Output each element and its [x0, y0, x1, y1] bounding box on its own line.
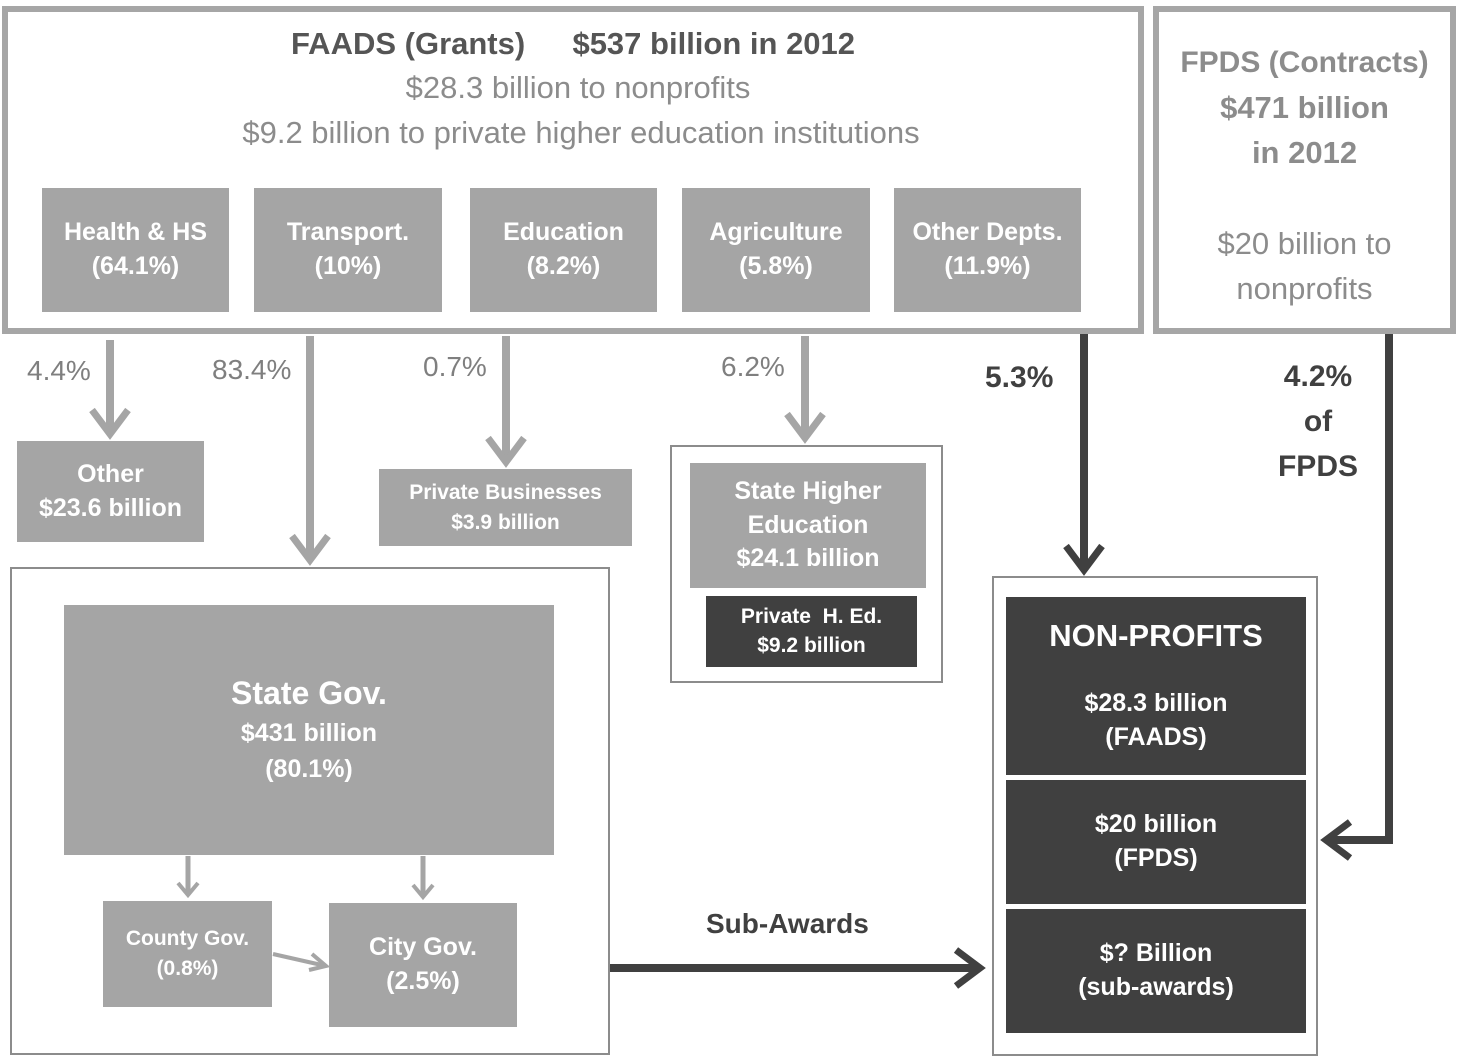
dept-transport-pct: (10%): [314, 252, 382, 280]
city-gov-pct: (2.5%): [386, 967, 460, 995]
dept-health: Health & HS (64.1%): [42, 188, 229, 312]
arrow-higher-ed-head: [784, 411, 826, 444]
county-gov-box: County Gov. (0.8%): [103, 901, 272, 1007]
recipient-private-business-name: Private Businesses: [409, 481, 602, 505]
flow-state-pct: 83.4%: [212, 354, 292, 385]
dept-transport: Transport. (10%): [254, 188, 442, 312]
faads-nonprofits: $28.3 billion to nonprofits: [405, 70, 751, 105]
arrow-private-business-head: [485, 435, 527, 468]
flow-other-pct: 4.4%: [27, 355, 91, 386]
state-higher-ed-amount: $24.1 billion: [736, 544, 880, 573]
dept-other-pct: (11.9%): [944, 252, 1031, 280]
county-gov-pct: (0.8%): [156, 957, 219, 980]
nonprofits-faads-amount: $28.3 billion: [1084, 688, 1228, 717]
fpds-amount: $471 billion: [1220, 90, 1389, 125]
arrow-fpds-head: [1320, 819, 1353, 861]
faads-higher-ed: $9.2 billion to private higher education…: [242, 115, 920, 150]
recipient-other-name: Other: [77, 459, 144, 488]
flow-fpds-pct: 4.2% of FPDS: [1268, 354, 1368, 489]
state-gov-pct: (80.1%): [265, 754, 353, 783]
dept-agriculture: Agriculture (5.8%): [682, 188, 870, 312]
nonprofits-fpds-label: (FPDS): [1114, 844, 1198, 872]
faads-title: FAADS (Grants): [290, 26, 526, 61]
state-higher-ed-line1: State Higher: [734, 476, 882, 505]
arrow-state-head: [289, 533, 331, 566]
recipient-other-amount: $23.6 billion: [38, 493, 183, 522]
state-gov-amount: $431 billion: [240, 718, 378, 747]
county-gov-name: County Gov.: [125, 926, 250, 950]
dept-agriculture-pct: (5.8%): [739, 252, 813, 280]
nonprofits-faads-label: (FAADS): [1105, 722, 1207, 751]
state-higher-ed-line2: Education: [747, 510, 869, 539]
dept-agriculture-name: Agriculture: [709, 218, 843, 247]
recipient-private-business-amount: $3.9 billion: [451, 510, 560, 534]
nonprofits-sub-amount: $? Billion: [1099, 939, 1213, 968]
arrow-sub-awards-head: [953, 947, 986, 989]
recipient-private-business: Private Businesses $3.9 billion: [379, 469, 632, 546]
recipient-other: Other $23.6 billion: [17, 441, 204, 542]
state-higher-ed-box: State Higher Education $24.1 billion: [690, 463, 926, 588]
fpds-nonprofit-line2: nonprofits: [1236, 271, 1373, 306]
nonprofits-fpds-amount: $20 billion: [1094, 810, 1218, 839]
nonprofits-sub-label: (sub-awards): [1078, 973, 1234, 1001]
private-higher-ed-amount: $9.2 billion: [757, 633, 866, 657]
flow-higher-ed-pct: 6.2%: [721, 351, 785, 382]
faads-total: $537 billion in 2012: [572, 26, 856, 61]
nonprofits-sub-box: $? Billion (sub-awards): [1006, 909, 1306, 1033]
dept-health-pct: (64.1%): [91, 252, 180, 280]
city-gov-name: City Gov.: [369, 933, 477, 962]
flow-fpds-line2: of: [1303, 405, 1333, 438]
fpds-nonprofit-line1: $20 billion to: [1217, 226, 1392, 261]
state-gov-name: State Gov.: [231, 674, 387, 711]
dept-other: Other Depts. (11.9%): [894, 188, 1081, 312]
arrow-other-head: [89, 407, 131, 440]
flow-fpds-line3: FPDS: [1277, 450, 1358, 483]
fpds-year: in 2012: [1251, 135, 1358, 170]
nonprofits-fpds-box: $20 billion (FPDS): [1006, 780, 1306, 904]
city-gov-box: City Gov. (2.5%): [329, 903, 517, 1027]
nonprofits-title: NON-PROFITS: [1049, 618, 1263, 653]
arrow-nonprofits-head: [1063, 543, 1105, 576]
dept-education: Education (8.2%): [470, 188, 657, 312]
fpds-frame: FPDS (Contracts) $471 billion in 2012 $2…: [1153, 6, 1456, 334]
faads-frame: FAADS (Grants) $537 billion in 2012 $28.…: [2, 6, 1144, 334]
flow-private-business-pct: 0.7%: [423, 351, 487, 382]
dept-education-pct: (8.2%): [526, 252, 601, 280]
sub-awards-label: Sub-Awards: [706, 908, 869, 939]
dept-transport-name: Transport.: [286, 218, 410, 247]
dept-education-name: Education: [503, 218, 624, 247]
fpds-title: FPDS (Contracts): [1180, 46, 1429, 79]
nonprofits-faads-box: NON-PROFITS $28.3 billion (FAADS): [1006, 597, 1306, 775]
dept-health-name: Health & HS: [63, 218, 208, 247]
private-higher-ed-box: Private H. Ed. $9.2 billion: [706, 596, 917, 667]
faads-title-row: FAADS (Grants) $537 billion in 2012: [8, 26, 1138, 62]
private-higher-ed-name: Private H. Ed.: [740, 605, 883, 629]
state-gov-box: State Gov. $431 billion (80.1%): [64, 605, 554, 855]
flow-nonprofits-pct: 5.3%: [985, 361, 1054, 394]
dept-other-name: Other Depts.: [912, 218, 1063, 247]
flow-fpds-line1: 4.2%: [1283, 360, 1353, 393]
